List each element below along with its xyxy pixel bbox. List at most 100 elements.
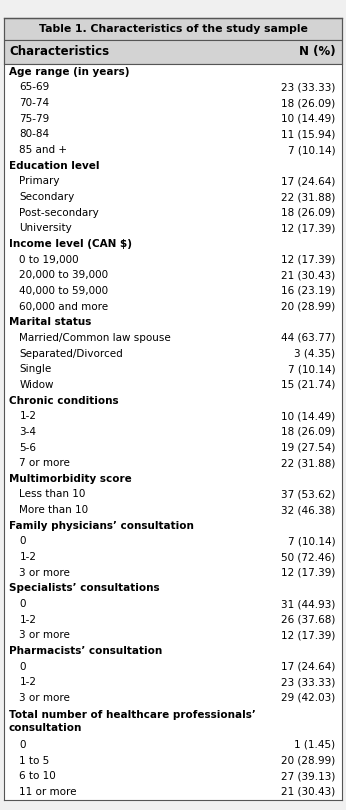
- Bar: [4, 330, 342, 346]
- Text: 50 (72.46): 50 (72.46): [281, 552, 335, 562]
- Bar: [4, 737, 342, 752]
- Bar: [4, 393, 342, 408]
- Text: 80-84: 80-84: [19, 130, 49, 139]
- Text: 0: 0: [19, 536, 26, 547]
- Text: 7 (10.14): 7 (10.14): [288, 145, 335, 155]
- Text: 40,000 to 59,000: 40,000 to 59,000: [19, 286, 109, 296]
- Text: 11 (15.94): 11 (15.94): [281, 130, 335, 139]
- Bar: [4, 455, 342, 471]
- Text: 17 (24.64): 17 (24.64): [281, 177, 335, 186]
- Bar: [4, 487, 342, 502]
- Text: 7 or more: 7 or more: [19, 458, 70, 468]
- Text: 19 (27.54): 19 (27.54): [281, 442, 335, 453]
- Text: 26 (37.68): 26 (37.68): [281, 615, 335, 625]
- Bar: [4, 284, 342, 299]
- Text: 1 (1.45): 1 (1.45): [294, 740, 335, 750]
- Text: Education level: Education level: [9, 160, 100, 171]
- Text: 29 (42.03): 29 (42.03): [281, 693, 335, 703]
- Text: 22 (31.88): 22 (31.88): [281, 192, 335, 202]
- Bar: [4, 64, 342, 79]
- Text: 3 or more: 3 or more: [19, 630, 70, 641]
- Bar: [4, 314, 342, 330]
- Text: 0: 0: [19, 662, 26, 671]
- Text: 0 to 19,000: 0 to 19,000: [19, 254, 79, 265]
- Bar: [4, 424, 342, 440]
- Text: 27 (39.13): 27 (39.13): [281, 771, 335, 782]
- Text: Characteristics: Characteristics: [9, 45, 109, 58]
- Text: Married/Common law spouse: Married/Common law spouse: [19, 333, 171, 343]
- Text: Secondary: Secondary: [19, 192, 75, 202]
- Text: Income level (CAN $): Income level (CAN $): [9, 239, 132, 249]
- Text: 11 or more: 11 or more: [19, 787, 77, 797]
- Text: 22 (31.88): 22 (31.88): [281, 458, 335, 468]
- Text: Pharmacists’ consultation: Pharmacists’ consultation: [9, 646, 162, 656]
- Bar: [4, 690, 342, 706]
- Text: 10 (14.49): 10 (14.49): [281, 411, 335, 421]
- Bar: [4, 111, 342, 126]
- Bar: [4, 659, 342, 675]
- Text: 23 (33.33): 23 (33.33): [281, 677, 335, 688]
- Text: Table 1. Characteristics of the study sample: Table 1. Characteristics of the study sa…: [38, 23, 308, 34]
- Bar: [4, 173, 342, 190]
- Text: 18 (26.09): 18 (26.09): [281, 427, 335, 437]
- Bar: [4, 361, 342, 377]
- Text: 3-4: 3-4: [19, 427, 36, 437]
- Bar: [4, 252, 342, 267]
- Text: 10 (14.49): 10 (14.49): [281, 113, 335, 124]
- Text: Age range (in years): Age range (in years): [9, 66, 129, 77]
- Text: 70-74: 70-74: [19, 98, 49, 108]
- Text: 16 (23.19): 16 (23.19): [281, 286, 335, 296]
- Text: 15 (21.74): 15 (21.74): [281, 380, 335, 390]
- Text: 75-79: 75-79: [19, 113, 49, 124]
- Text: 12 (17.39): 12 (17.39): [281, 568, 335, 578]
- Text: Widow: Widow: [19, 380, 54, 390]
- Text: 23 (33.33): 23 (33.33): [281, 83, 335, 92]
- Text: Separated/Divorced: Separated/Divorced: [19, 348, 123, 359]
- Bar: [4, 706, 342, 737]
- Text: 37 (53.62): 37 (53.62): [281, 489, 335, 500]
- Text: 12 (17.39): 12 (17.39): [281, 254, 335, 265]
- Bar: [4, 377, 342, 393]
- Text: Family physicians’ consultation: Family physicians’ consultation: [9, 521, 194, 531]
- Text: 20 (28.99): 20 (28.99): [281, 301, 335, 312]
- Bar: [4, 143, 342, 158]
- Text: 3 or more: 3 or more: [19, 568, 70, 578]
- Text: 65-69: 65-69: [19, 83, 49, 92]
- Bar: [4, 752, 342, 769]
- Bar: [4, 612, 342, 628]
- Text: 85 and +: 85 and +: [19, 145, 67, 155]
- Bar: [4, 96, 342, 111]
- Text: 31 (44.93): 31 (44.93): [281, 599, 335, 609]
- Text: 1-2: 1-2: [19, 411, 36, 421]
- Text: Less than 10: Less than 10: [19, 489, 86, 500]
- Text: 1-2: 1-2: [19, 677, 36, 688]
- Bar: [4, 267, 342, 284]
- Bar: [4, 18, 342, 40]
- Text: Marital status: Marital status: [9, 318, 91, 327]
- Bar: [4, 471, 342, 487]
- Text: 3 (4.35): 3 (4.35): [294, 348, 335, 359]
- Bar: [4, 502, 342, 518]
- Bar: [4, 534, 342, 549]
- Text: 20,000 to 39,000: 20,000 to 39,000: [19, 271, 109, 280]
- Text: 7 (10.14): 7 (10.14): [288, 536, 335, 547]
- Text: 1-2: 1-2: [19, 615, 36, 625]
- Bar: [4, 581, 342, 596]
- Text: Total number of healthcare professionals’
consultation: Total number of healthcare professionals…: [9, 710, 256, 733]
- Bar: [4, 299, 342, 314]
- Text: 60,000 and more: 60,000 and more: [19, 301, 109, 312]
- Bar: [4, 549, 342, 565]
- Text: 18 (26.09): 18 (26.09): [281, 207, 335, 218]
- Text: 1-2: 1-2: [19, 552, 36, 562]
- Bar: [4, 769, 342, 784]
- Text: 12 (17.39): 12 (17.39): [281, 224, 335, 233]
- Bar: [4, 79, 342, 96]
- Bar: [4, 596, 342, 612]
- Text: Chronic conditions: Chronic conditions: [9, 395, 119, 406]
- Bar: [4, 205, 342, 220]
- Text: Post-secondary: Post-secondary: [19, 207, 99, 218]
- Text: 5-6: 5-6: [19, 442, 36, 453]
- Text: 3 or more: 3 or more: [19, 693, 70, 703]
- Text: Single: Single: [19, 364, 52, 374]
- Bar: [4, 565, 342, 581]
